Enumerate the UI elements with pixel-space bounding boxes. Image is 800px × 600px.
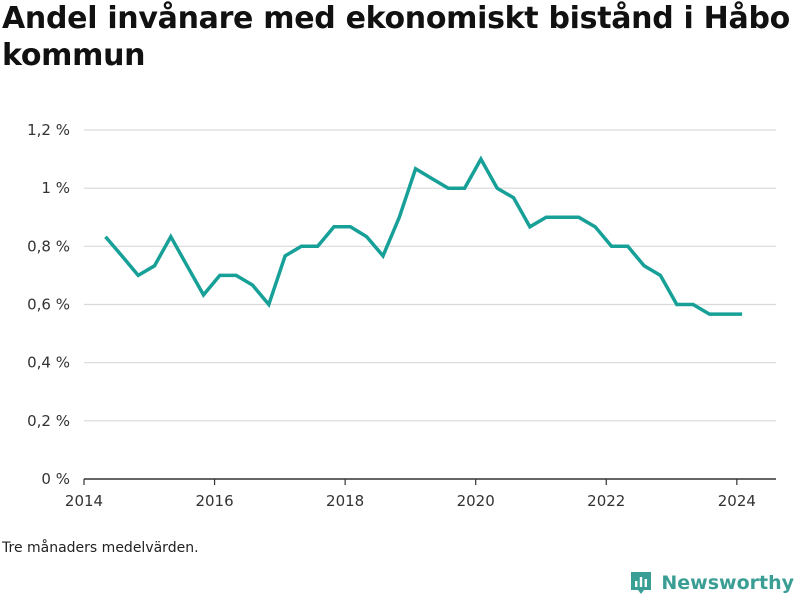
newsworthy-logo-icon <box>631 572 652 594</box>
y-tick-label: 0,2 % <box>27 412 70 430</box>
footnote: Tre månaders medelvärden. <box>2 540 199 556</box>
brand-name: Newsworthy <box>661 572 794 594</box>
series-line <box>104 155 743 316</box>
brand[interactable]: Newsworthy <box>629 570 794 596</box>
x-tick-label: 2024 <box>718 492 756 510</box>
y-tick-label: 0,6 % <box>27 296 70 314</box>
y-tick-label: 0,8 % <box>27 237 70 255</box>
y-tick-label: 1,2 % <box>27 121 70 139</box>
x-tick-label: 2020 <box>457 492 495 510</box>
y-tick-label: 0 % <box>41 470 70 488</box>
x-tick-label: 2022 <box>587 492 625 510</box>
y-tick-label: 1 % <box>41 179 70 197</box>
chart-title: Andel invånare med ekonomiskt bistånd i … <box>2 1 790 73</box>
x-tick-label: 2016 <box>195 492 233 510</box>
x-tick-label: 2014 <box>65 492 103 510</box>
x-tick-label: 2018 <box>326 492 364 510</box>
y-tick-label: 0,4 % <box>27 354 70 372</box>
